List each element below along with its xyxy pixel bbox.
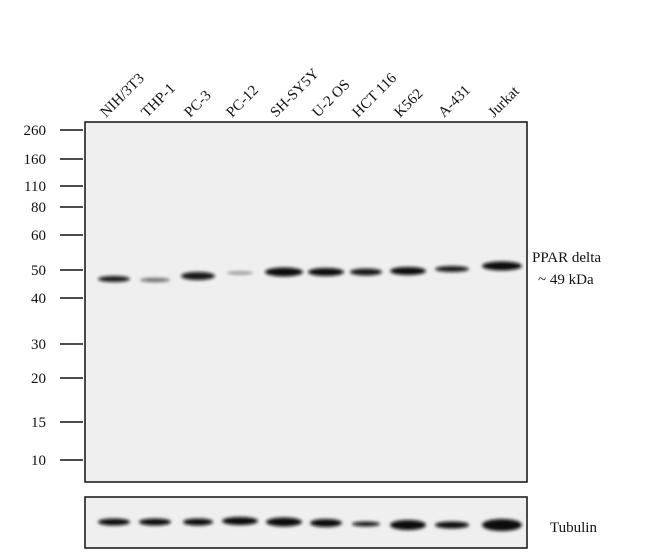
- marker-label: 260: [24, 123, 47, 139]
- marker-label: 15: [31, 415, 46, 431]
- marker-label: 30: [31, 337, 46, 353]
- band: [350, 268, 382, 276]
- tubulin-band: [390, 520, 426, 530]
- lane-label: HCT 116: [350, 70, 401, 121]
- band: [140, 278, 170, 282]
- tubulin-band: [222, 517, 258, 525]
- marker-label: 160: [24, 152, 47, 168]
- marker-label: 40: [31, 291, 46, 307]
- marker-label: 20: [31, 371, 46, 387]
- tubulin-band: [139, 518, 171, 526]
- band: [390, 267, 426, 275]
- target-size: ~ 49 kDa: [538, 272, 594, 288]
- tubulin-band: [435, 521, 469, 529]
- band: [435, 266, 469, 272]
- lane-label: NIH/3T3: [98, 71, 148, 121]
- marker-label: 50: [31, 263, 46, 279]
- tubulin-band: [482, 519, 522, 531]
- band: [482, 261, 522, 271]
- lane-label: Jurkat: [486, 83, 524, 121]
- tubulin-band: [352, 521, 380, 527]
- tubulin-band: [266, 517, 302, 527]
- band: [98, 276, 130, 282]
- marker-label: 10: [31, 453, 46, 469]
- lane-label: THP-1: [139, 81, 179, 121]
- loading-control-label: Tubulin: [550, 520, 597, 536]
- marker-label: 80: [31, 200, 46, 216]
- lane-label: PC-3: [182, 88, 215, 121]
- lane-label: K562: [392, 86, 427, 121]
- band: [227, 271, 253, 275]
- band: [181, 272, 215, 280]
- marker-label: 110: [24, 179, 46, 195]
- tubulin-band: [98, 518, 130, 526]
- target-name: PPAR delta: [532, 250, 601, 266]
- tubulin-band: [183, 518, 213, 526]
- main-blot: [84, 121, 528, 483]
- lane-label: PC-12: [224, 82, 262, 120]
- band: [308, 268, 344, 276]
- marker-label: 60: [31, 228, 46, 244]
- band: [265, 267, 303, 277]
- tubulin-band: [310, 519, 342, 527]
- lane-label: A-431: [436, 82, 474, 120]
